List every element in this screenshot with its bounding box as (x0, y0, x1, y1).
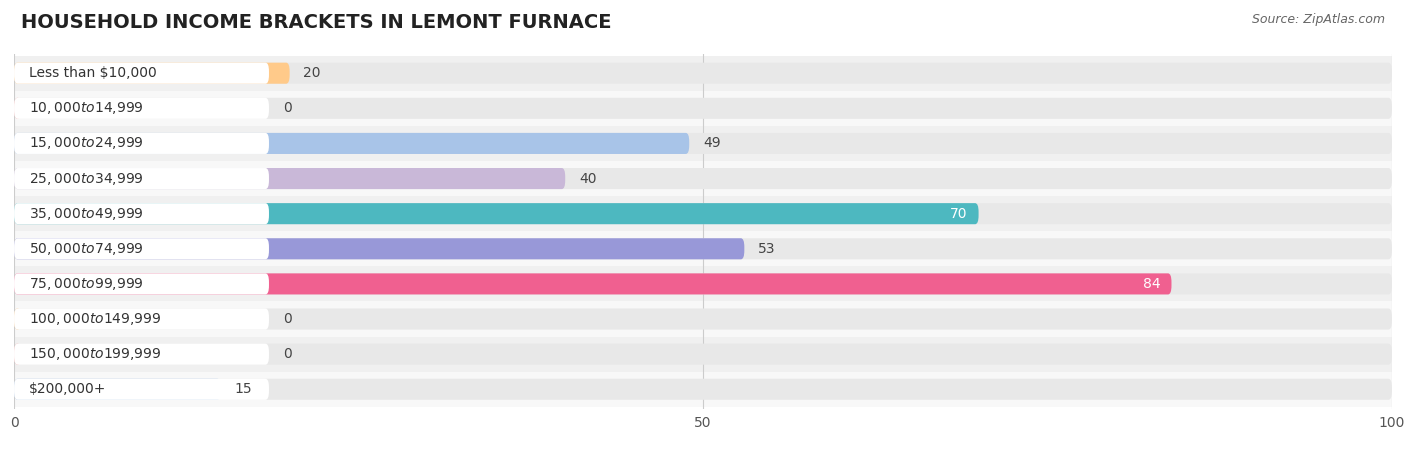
Text: HOUSEHOLD INCOME BRACKETS IN LEMONT FURNACE: HOUSEHOLD INCOME BRACKETS IN LEMONT FURN… (21, 13, 612, 32)
FancyBboxPatch shape (14, 63, 1392, 84)
FancyBboxPatch shape (14, 343, 269, 365)
Text: $50,000 to $74,999: $50,000 to $74,999 (30, 241, 143, 257)
Text: 20: 20 (304, 66, 321, 80)
FancyBboxPatch shape (14, 273, 1392, 295)
Text: 49: 49 (703, 136, 721, 150)
Text: 0: 0 (283, 312, 291, 326)
Text: $10,000 to $14,999: $10,000 to $14,999 (30, 100, 143, 116)
FancyBboxPatch shape (14, 168, 1392, 189)
Text: $100,000 to $149,999: $100,000 to $149,999 (30, 311, 162, 327)
FancyBboxPatch shape (14, 63, 269, 84)
Bar (14, 266, 1392, 301)
FancyBboxPatch shape (14, 168, 269, 189)
Text: 40: 40 (579, 172, 596, 185)
Text: $25,000 to $34,999: $25,000 to $34,999 (30, 171, 143, 186)
Text: 84: 84 (1143, 277, 1160, 291)
FancyBboxPatch shape (14, 203, 1392, 224)
FancyBboxPatch shape (14, 308, 269, 330)
Bar (14, 91, 1392, 126)
Text: 53: 53 (758, 242, 776, 256)
Bar (14, 372, 1392, 407)
Bar (14, 56, 1392, 91)
FancyBboxPatch shape (14, 98, 269, 119)
FancyBboxPatch shape (14, 203, 269, 224)
FancyBboxPatch shape (14, 63, 290, 84)
Text: $200,000+: $200,000+ (30, 382, 107, 396)
Text: $75,000 to $99,999: $75,000 to $99,999 (30, 276, 143, 292)
FancyBboxPatch shape (14, 133, 269, 154)
Text: $150,000 to $199,999: $150,000 to $199,999 (30, 346, 162, 362)
FancyBboxPatch shape (14, 238, 1392, 260)
FancyBboxPatch shape (14, 379, 269, 400)
Text: 0: 0 (283, 347, 291, 361)
FancyBboxPatch shape (14, 98, 1392, 119)
FancyBboxPatch shape (14, 238, 269, 260)
FancyBboxPatch shape (14, 133, 1392, 154)
Text: 0: 0 (283, 101, 291, 115)
Bar (14, 231, 1392, 266)
FancyBboxPatch shape (14, 238, 744, 260)
Bar (14, 126, 1392, 161)
FancyBboxPatch shape (14, 343, 21, 365)
FancyBboxPatch shape (14, 343, 1392, 365)
Text: Less than $10,000: Less than $10,000 (30, 66, 157, 80)
FancyBboxPatch shape (14, 168, 565, 189)
FancyBboxPatch shape (14, 379, 1392, 400)
FancyBboxPatch shape (14, 273, 1171, 295)
Bar (14, 301, 1392, 337)
Bar (14, 196, 1392, 231)
FancyBboxPatch shape (14, 133, 689, 154)
Bar (14, 337, 1392, 372)
Text: 15: 15 (235, 382, 252, 396)
FancyBboxPatch shape (14, 98, 21, 119)
FancyBboxPatch shape (14, 203, 979, 224)
Text: Source: ZipAtlas.com: Source: ZipAtlas.com (1251, 13, 1385, 26)
Text: $15,000 to $24,999: $15,000 to $24,999 (30, 136, 143, 151)
Text: 70: 70 (950, 207, 967, 220)
FancyBboxPatch shape (14, 308, 21, 330)
Text: $35,000 to $49,999: $35,000 to $49,999 (30, 206, 143, 222)
Bar (14, 161, 1392, 196)
FancyBboxPatch shape (14, 379, 221, 400)
FancyBboxPatch shape (14, 308, 1392, 330)
FancyBboxPatch shape (14, 273, 269, 295)
